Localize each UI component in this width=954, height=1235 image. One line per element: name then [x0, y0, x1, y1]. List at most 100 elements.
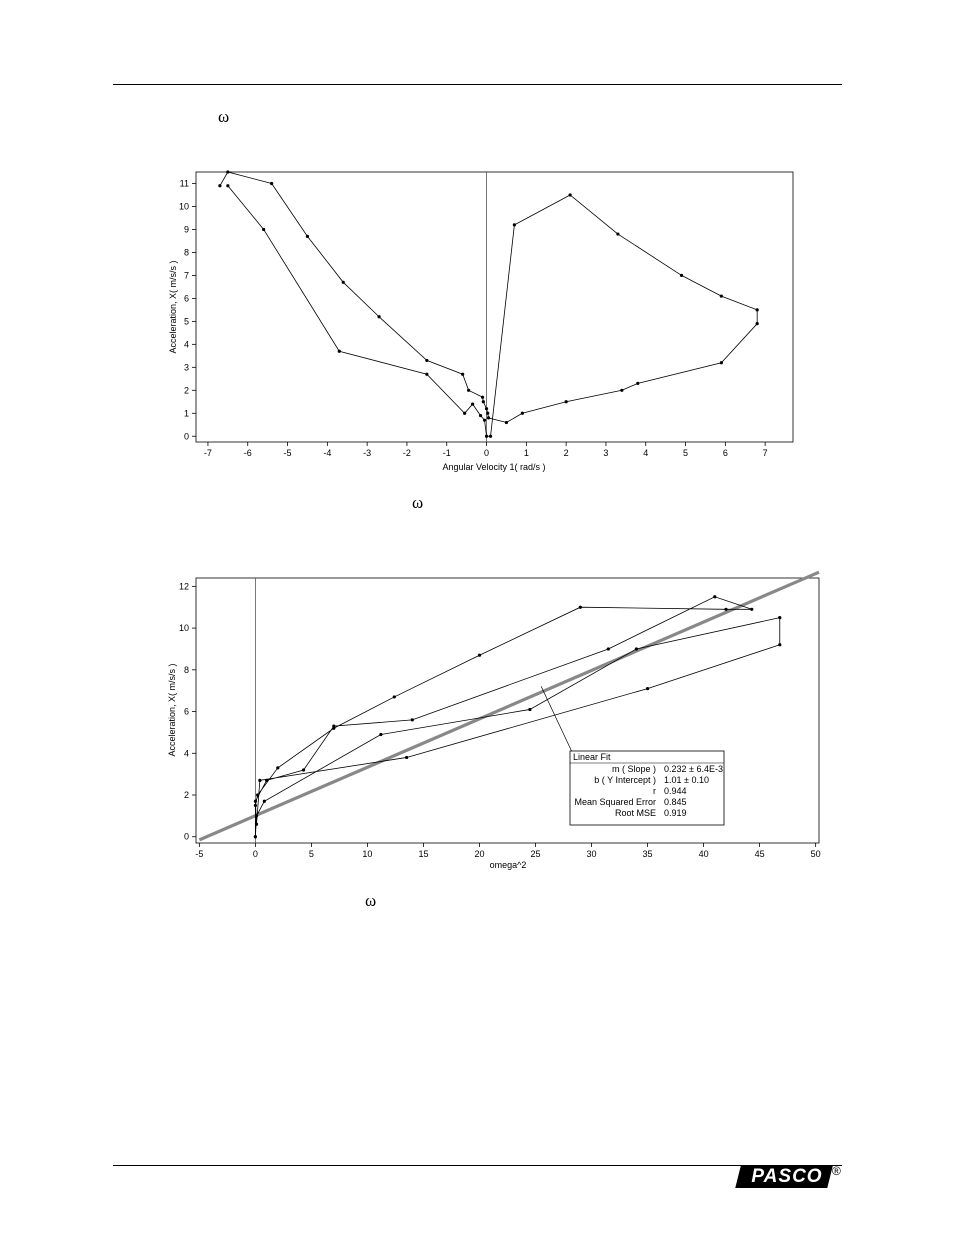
- omega-symbol-caption-2: ω: [365, 891, 377, 910]
- x-tick-label: -7: [204, 448, 212, 458]
- top-rule: [113, 84, 842, 85]
- x-tick-label: -6: [244, 448, 252, 458]
- data-point: [226, 184, 230, 188]
- data-point: [778, 616, 782, 620]
- data-point: [679, 273, 684, 278]
- y-tick-label: 5: [184, 316, 189, 326]
- bottom-rule: [113, 1165, 842, 1166]
- chart-1: -7 -6 -5 -4 -3 -2 -1 0 1 2 3 4 5 6 7 0 1 2 3 4 5 6 7 8 9 10 11 An…: [168, 170, 794, 472]
- data-point: [425, 358, 429, 363]
- fit-row-value: 0.919: [664, 808, 687, 818]
- chart-1-plot-frame: [195, 171, 794, 443]
- data-point: [724, 607, 728, 611]
- chart-2-plot-frame: [195, 577, 820, 844]
- y-tick-label: 9: [184, 224, 189, 234]
- data-point: [218, 184, 222, 188]
- chart-1-series: [218, 170, 759, 438]
- data-point: [253, 835, 257, 839]
- chart-2-linear-fit-line: [198, 570, 820, 842]
- chart-1-y-axis-label: Acceleration, X( m/s/s ): [168, 260, 178, 353]
- data-point: [486, 416, 491, 420]
- data-point: [425, 372, 429, 376]
- chart-2-y-ticks: 0 2 4 6 8 10 12: [179, 581, 196, 842]
- x-tick-label: -4: [323, 448, 331, 458]
- fit-row-label: b ( Y Intercept ): [594, 775, 656, 785]
- x-tick-label: 20: [474, 849, 484, 859]
- fit-row-label: m ( Slope ): [612, 764, 656, 774]
- data-point: [253, 803, 257, 808]
- data-point: [341, 280, 345, 284]
- y-tick-label: 12: [179, 581, 189, 591]
- data-point: [262, 799, 266, 803]
- data-point: [264, 778, 269, 783]
- y-tick-label: 0: [184, 832, 189, 842]
- data-point: [481, 400, 485, 404]
- data-point: [337, 349, 341, 353]
- data-point: [478, 413, 483, 418]
- data-point: [276, 766, 280, 770]
- data-point: [301, 768, 306, 772]
- x-tick-label: -5: [195, 849, 203, 859]
- x-tick-label: 0: [253, 849, 258, 859]
- y-tick-label: 8: [184, 247, 189, 257]
- data-point: [461, 372, 465, 376]
- x-tick-label: -2: [403, 448, 411, 458]
- y-tick-label: 10: [179, 201, 189, 211]
- data-point: [645, 686, 650, 691]
- data-point: [778, 643, 782, 647]
- y-tick-label: 6: [184, 293, 189, 303]
- y-tick-label: 7: [184, 270, 189, 280]
- x-tick-label: 3: [603, 448, 608, 458]
- x-tick-label: 1: [524, 448, 529, 458]
- chart-1-x-axis-label: Angular Velocity 1( rad/s ): [442, 462, 545, 472]
- x-tick-label: 5: [683, 448, 688, 458]
- y-tick-label: 2: [184, 790, 189, 800]
- y-tick-label: 4: [184, 339, 189, 349]
- x-tick-label: 35: [643, 849, 653, 859]
- data-point: [254, 814, 259, 818]
- omega-symbol-heading: ω: [218, 107, 230, 126]
- y-tick-label: 11: [180, 178, 189, 188]
- x-tick-label: 30: [587, 849, 597, 859]
- data-point: [504, 420, 509, 425]
- data-point: [528, 707, 532, 712]
- chart-2-fit-leader-line: [540, 686, 573, 753]
- x-tick-label: -3: [363, 448, 371, 458]
- y-tick-label: 10: [179, 623, 189, 633]
- data-point: [305, 234, 310, 238]
- x-tick-label: 2: [564, 448, 569, 458]
- x-tick-label: 7: [763, 448, 768, 458]
- data-point: [750, 607, 754, 611]
- omega-symbol-caption-1: ω: [412, 493, 424, 512]
- x-tick-label: 25: [531, 849, 541, 859]
- x-tick-label: 0: [484, 448, 489, 458]
- data-point: [480, 395, 485, 399]
- data-point: [755, 308, 759, 312]
- chart-2-series: [253, 595, 782, 839]
- chart-2-y-axis-label: Acceleration, X( m/s/s ): [167, 663, 177, 756]
- data-point: [392, 695, 396, 699]
- chart-1-x-ticks: -7 -6 -5 -4 -3 -2 -1 0 1 2 3 4 5 6 7: [204, 442, 768, 458]
- fit-row-value: 0.845: [664, 797, 687, 807]
- data-point: [512, 223, 517, 227]
- y-tick-label: 8: [184, 665, 189, 675]
- x-tick-label: 5: [309, 849, 314, 859]
- data-point: [486, 411, 490, 415]
- data-point: [463, 411, 467, 415]
- data-point: [755, 322, 759, 326]
- data-point: [636, 381, 640, 386]
- data-point: [467, 388, 471, 392]
- data-point: [405, 755, 409, 760]
- fit-row-value: 0.232 ± 6.4E-3: [664, 764, 723, 774]
- x-tick-label: 10: [362, 849, 372, 859]
- y-tick-label: 0: [184, 431, 189, 441]
- chart-2-x-axis-label: omega^2: [490, 860, 527, 870]
- data-point: [520, 411, 524, 415]
- fit-row-label: r: [653, 786, 656, 796]
- data-point: [719, 361, 723, 365]
- x-tick-label: 15: [418, 849, 428, 859]
- data-point: [262, 227, 266, 232]
- y-tick-label: 3: [184, 362, 189, 372]
- data-point: [254, 822, 259, 826]
